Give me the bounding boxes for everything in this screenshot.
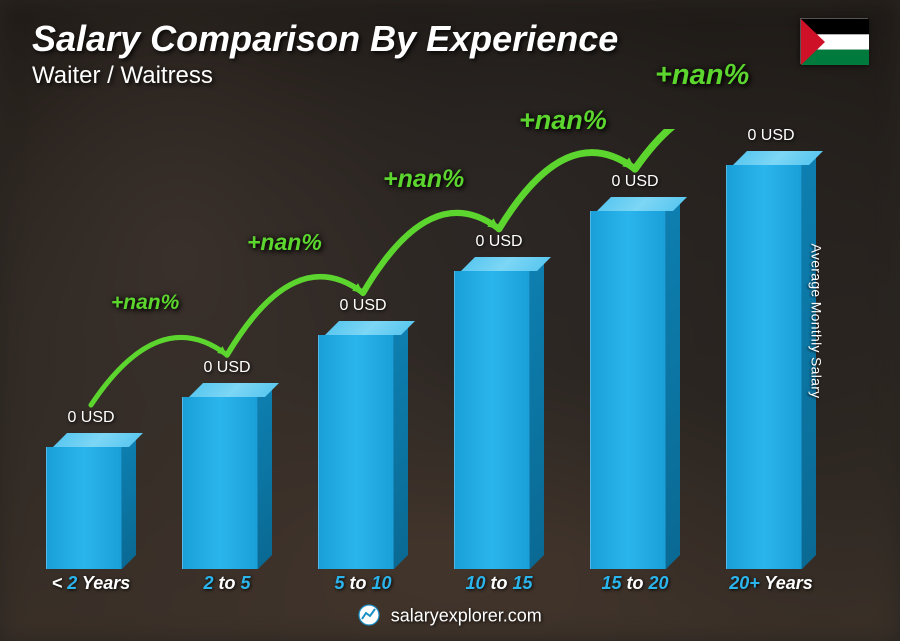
y-axis-label: Average Monthly Salary — [809, 243, 825, 398]
logo-icon — [358, 604, 380, 631]
bar: 0 USD — [580, 197, 690, 569]
x-axis-label: 10 to 15 — [431, 573, 567, 594]
flag-palestine — [800, 18, 868, 64]
x-axis-label: 20+ Years — [703, 573, 839, 594]
bar: 0 USD — [36, 433, 146, 569]
bar-value-label: 0 USD — [36, 409, 146, 427]
percent-increase-label: +nan% — [111, 291, 179, 315]
bar-value-label: 0 USD — [308, 297, 418, 315]
percent-increase-label: +nan% — [247, 229, 322, 256]
bar-chart: 0 USD0 USD0 USD0 USD0 USD0 USD+nan%+nan%… — [36, 129, 856, 569]
page-title: Salary Comparison By Experience — [32, 18, 868, 60]
percent-increase-label: +nan% — [519, 105, 607, 136]
page-subtitle: Waiter / Waitress — [32, 62, 868, 90]
bar: 0 USD — [444, 257, 554, 569]
header: Salary Comparison By Experience Waiter /… — [32, 18, 868, 90]
footer-text: salaryexplorer.com — [391, 606, 542, 626]
bar: 0 USD — [308, 321, 418, 569]
x-axis-label: < 2 Years — [23, 573, 159, 594]
footer: salaryexplorer.com — [0, 604, 900, 631]
bar-value-label: 0 USD — [172, 359, 282, 377]
bar-value-label: 0 USD — [716, 127, 826, 145]
x-axis-label: 15 to 20 — [567, 573, 703, 594]
bar: 0 USD — [172, 383, 282, 569]
x-axis-label: 5 to 10 — [295, 573, 431, 594]
bar-value-label: 0 USD — [444, 233, 554, 251]
bar-value-label: 0 USD — [580, 173, 690, 191]
percent-increase-label: +nan% — [383, 165, 464, 194]
x-axis-labels: < 2 Years2 to 55 to 1010 to 1515 to 2020… — [36, 573, 856, 601]
x-axis-label: 2 to 5 — [159, 573, 295, 594]
